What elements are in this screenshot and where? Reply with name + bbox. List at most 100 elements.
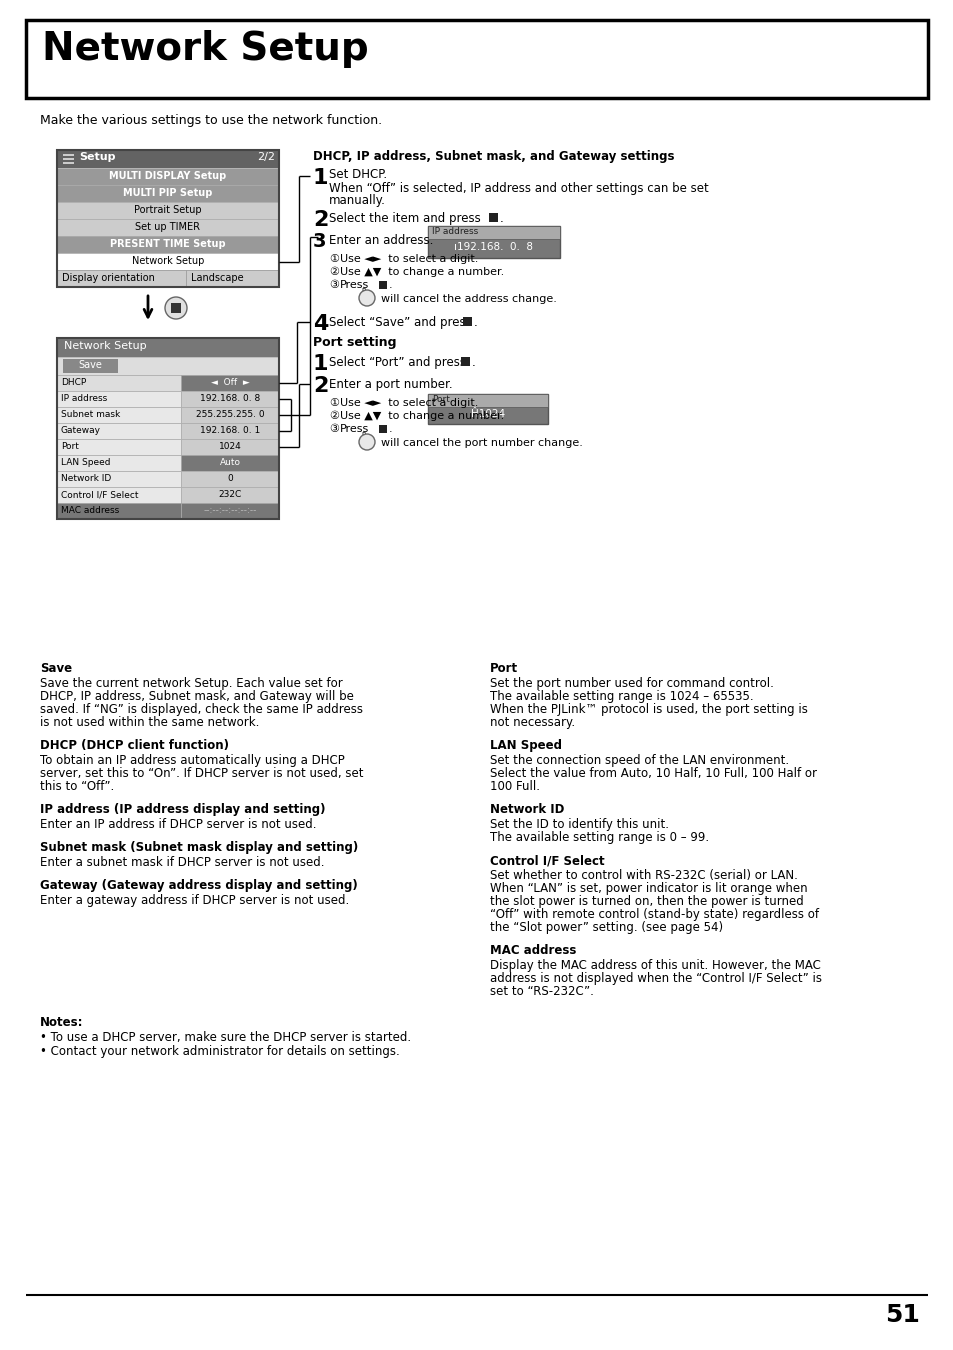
Text: 4: 4 bbox=[313, 315, 328, 333]
Bar bbox=[57, 375, 181, 391]
Text: .: . bbox=[474, 316, 477, 329]
Bar bbox=[63, 158, 74, 161]
Text: Select “Port” and press: Select “Port” and press bbox=[329, 356, 465, 369]
Bar bbox=[428, 394, 547, 406]
Text: Subnet mask (Subnet mask display and setting): Subnet mask (Subnet mask display and set… bbox=[40, 841, 358, 855]
Circle shape bbox=[358, 433, 375, 450]
Text: Use ◄►  to select a digit.: Use ◄► to select a digit. bbox=[339, 398, 477, 408]
Text: R: R bbox=[360, 432, 365, 437]
Bar bbox=[428, 394, 547, 424]
Text: 255.255.255. 0: 255.255.255. 0 bbox=[195, 410, 264, 418]
Text: MAC address: MAC address bbox=[490, 944, 576, 957]
Text: ı192.168.  0.  8: ı192.168. 0. 8 bbox=[454, 242, 533, 252]
Text: Save: Save bbox=[40, 662, 72, 675]
Text: Set whether to control with RS-232C (serial) or LAN.: Set whether to control with RS-232C (ser… bbox=[490, 869, 797, 882]
Bar bbox=[57, 392, 181, 406]
Text: Make the various settings to use the network function.: Make the various settings to use the net… bbox=[40, 113, 382, 127]
Text: Landscape: Landscape bbox=[191, 273, 243, 284]
Text: will cancel the address change.: will cancel the address change. bbox=[380, 294, 557, 304]
Bar bbox=[57, 167, 278, 185]
Text: is not used within the same network.: is not used within the same network. bbox=[40, 716, 259, 729]
Text: R: R bbox=[360, 288, 365, 294]
Bar bbox=[63, 154, 74, 157]
Text: 2: 2 bbox=[313, 377, 328, 396]
Bar bbox=[57, 150, 278, 167]
Text: DHCP, IP address, Subnet mask, and Gateway will be: DHCP, IP address, Subnet mask, and Gatew… bbox=[40, 690, 354, 703]
Text: Port: Port bbox=[432, 396, 450, 404]
Bar bbox=[57, 356, 278, 375]
Bar bbox=[57, 185, 278, 202]
Text: To obtain an IP address automatically using a DHCP: To obtain an IP address automatically us… bbox=[40, 755, 344, 767]
Bar bbox=[186, 270, 278, 288]
Bar bbox=[57, 150, 278, 288]
Text: Set the ID to identify this unit.: Set the ID to identify this unit. bbox=[490, 818, 668, 832]
Text: Select “Save” and press: Select “Save” and press bbox=[329, 316, 471, 329]
Bar bbox=[57, 471, 181, 487]
Text: Select the value from Auto, 10 Half, 10 Full, 100 Half or: Select the value from Auto, 10 Half, 10 … bbox=[490, 767, 816, 780]
Bar bbox=[57, 338, 278, 518]
Bar bbox=[57, 487, 181, 504]
Text: Display the MAC address of this unit. However, the MAC: Display the MAC address of this unit. Ho… bbox=[490, 958, 820, 972]
Text: Press: Press bbox=[339, 424, 369, 433]
Text: address is not displayed when the “Control I/F Select” is: address is not displayed when the “Contr… bbox=[490, 972, 821, 986]
Text: Network ID: Network ID bbox=[61, 474, 112, 483]
Text: 100 Full.: 100 Full. bbox=[490, 780, 539, 792]
Text: 1: 1 bbox=[313, 354, 328, 374]
Bar bbox=[57, 439, 181, 455]
Bar bbox=[181, 439, 278, 455]
Text: DHCP (DHCP client function): DHCP (DHCP client function) bbox=[40, 738, 229, 752]
Text: --:--:--:--:--:--: --:--:--:--:--:-- bbox=[203, 506, 256, 514]
Text: Select the item and press: Select the item and press bbox=[329, 212, 480, 225]
Text: LAN Speed: LAN Speed bbox=[490, 738, 561, 752]
Text: the “Slot power” setting. (see page 54): the “Slot power” setting. (see page 54) bbox=[490, 921, 722, 934]
Text: Control I/F Select: Control I/F Select bbox=[490, 855, 604, 867]
Bar bbox=[57, 219, 278, 236]
Text: ◄  Off  ►: ◄ Off ► bbox=[211, 378, 250, 387]
Text: Ĥ1024: Ĥ1024 bbox=[471, 409, 504, 418]
Text: manually.: manually. bbox=[329, 194, 385, 207]
Text: Network Setup: Network Setup bbox=[42, 30, 369, 68]
Bar bbox=[57, 406, 181, 423]
Text: Port setting: Port setting bbox=[313, 336, 396, 350]
Text: Network Setup: Network Setup bbox=[64, 342, 147, 351]
Bar bbox=[428, 225, 559, 239]
Bar bbox=[181, 392, 278, 406]
Text: Port: Port bbox=[490, 662, 517, 675]
Text: IP address: IP address bbox=[61, 394, 107, 404]
Text: .: . bbox=[389, 424, 393, 433]
Text: Use ▲▼  to change a number.: Use ▲▼ to change a number. bbox=[339, 267, 504, 277]
Text: .: . bbox=[499, 212, 503, 225]
Text: Gateway: Gateway bbox=[61, 427, 101, 435]
Bar bbox=[378, 281, 387, 289]
Text: Port: Port bbox=[61, 441, 79, 451]
Text: ②: ② bbox=[329, 267, 338, 277]
Text: Use ◄►  to select a digit.: Use ◄► to select a digit. bbox=[339, 254, 477, 265]
Text: When “Off” is selected, IP address and other settings can be set: When “Off” is selected, IP address and o… bbox=[329, 182, 708, 194]
Bar bbox=[57, 423, 181, 439]
Text: Press: Press bbox=[339, 279, 369, 290]
Text: Network Setup: Network Setup bbox=[132, 256, 204, 266]
Text: IP address: IP address bbox=[432, 227, 477, 236]
Text: DHCP: DHCP bbox=[61, 378, 86, 387]
Circle shape bbox=[358, 290, 375, 306]
Text: MAC address: MAC address bbox=[61, 506, 119, 514]
Text: Subnet mask: Subnet mask bbox=[61, 410, 120, 418]
Text: Enter a port number.: Enter a port number. bbox=[329, 378, 452, 392]
Text: MULTI DISPLAY Setup: MULTI DISPLAY Setup bbox=[110, 171, 227, 181]
Text: Set up TIMER: Set up TIMER bbox=[135, 221, 200, 232]
Text: Notes:: Notes: bbox=[40, 1017, 84, 1029]
Bar bbox=[181, 504, 278, 518]
Text: 232C: 232C bbox=[218, 490, 241, 500]
Bar bbox=[181, 406, 278, 423]
Text: .: . bbox=[389, 279, 393, 290]
Text: Set the connection speed of the LAN environment.: Set the connection speed of the LAN envi… bbox=[490, 755, 788, 767]
Bar bbox=[26, 20, 927, 99]
Text: saved. If “NG” is displayed, check the same IP address: saved. If “NG” is displayed, check the s… bbox=[40, 703, 363, 716]
Bar bbox=[57, 270, 186, 288]
Text: 1024: 1024 bbox=[218, 441, 241, 451]
Bar bbox=[181, 375, 278, 391]
Bar bbox=[378, 425, 387, 433]
Bar bbox=[181, 487, 278, 504]
Bar bbox=[171, 302, 181, 313]
Text: ③: ③ bbox=[329, 424, 338, 433]
